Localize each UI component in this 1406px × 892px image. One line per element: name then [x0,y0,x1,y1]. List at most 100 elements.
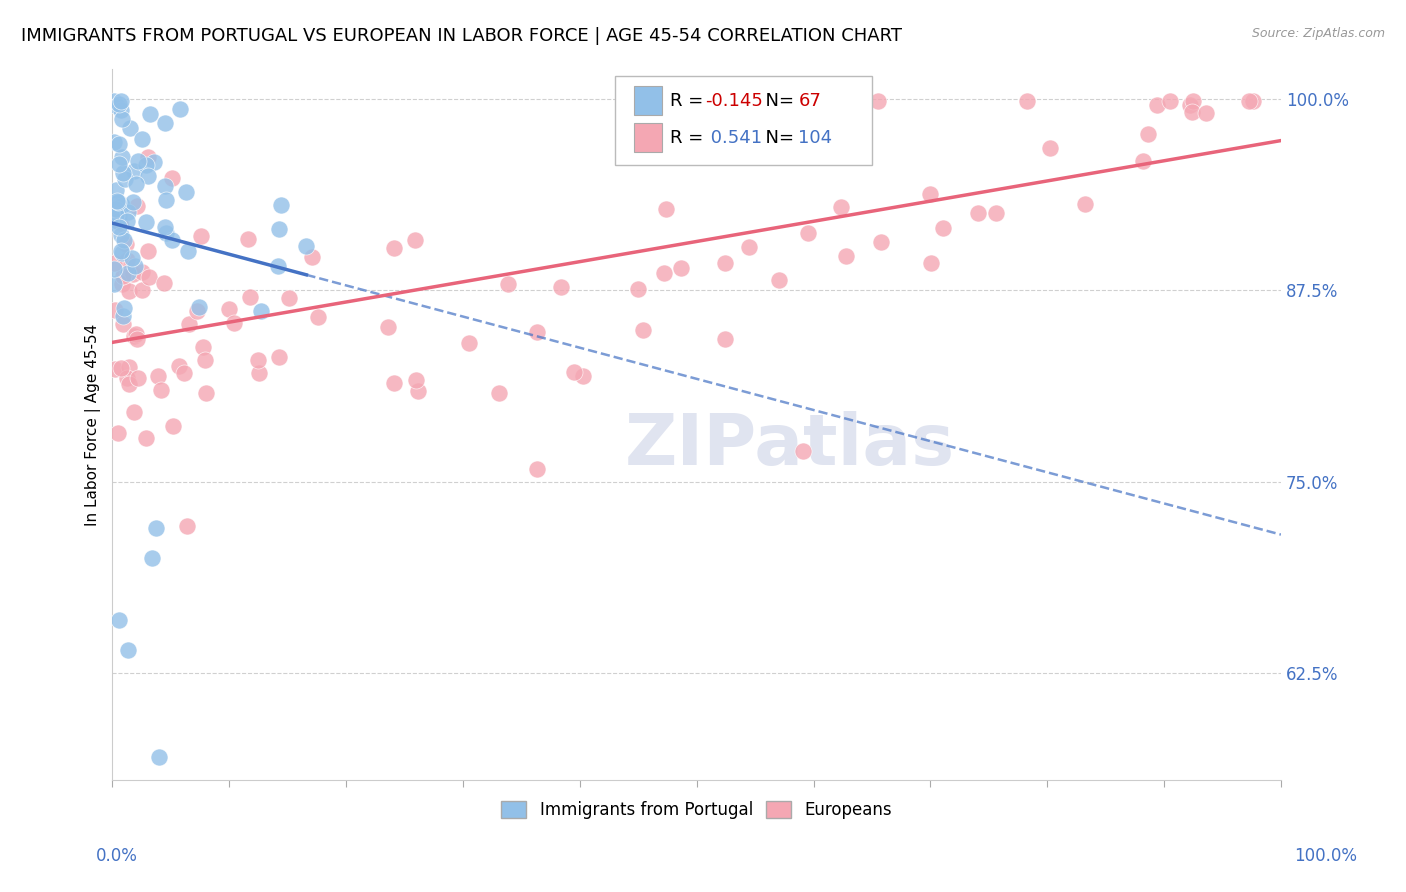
Point [138,269,160,284]
Point [118,359,141,374]
Point [405,373,427,387]
Point [714,255,737,269]
Point [110,103,132,118]
Point [122,405,145,419]
Point [110,94,132,108]
Point [797,226,820,240]
Point [105,202,128,216]
Point [103,202,125,217]
Point [110,151,132,165]
Point [488,386,510,401]
Point [105,98,128,112]
Point [104,208,127,222]
Point [1241,94,1264,108]
Text: N=: N= [754,92,800,110]
Text: Source: ZipAtlas.com: Source: ZipAtlas.com [1251,27,1385,40]
Point [149,383,172,397]
Point [792,443,814,458]
Point [218,302,240,317]
Point [103,277,125,292]
Point [190,228,212,243]
Point [153,220,176,235]
Point [108,209,131,223]
Point [834,249,856,263]
Point [984,206,1007,220]
Point [152,276,174,290]
Point [167,359,190,374]
Point [572,368,595,383]
Point [138,244,160,259]
Point [108,97,131,112]
Point [247,366,270,380]
Point [108,216,131,230]
Point [107,137,129,152]
Point [1237,94,1260,108]
Point [155,115,177,129]
Point [124,326,146,341]
Point [267,259,290,273]
Point [141,551,163,566]
Point [652,267,675,281]
Point [118,376,141,391]
Point [1074,196,1097,211]
Point [869,235,891,249]
Point [655,202,678,216]
Point [174,186,197,200]
Point [830,200,852,214]
Point [301,250,323,264]
Point [562,365,585,379]
FancyBboxPatch shape [634,87,662,115]
Point [125,332,148,346]
Point [139,107,162,121]
Point [550,279,572,293]
Point [496,277,519,291]
Point [270,198,292,212]
Point [111,112,134,127]
Point [105,194,128,208]
Text: -0.145: -0.145 [704,92,762,110]
Point [1195,106,1218,120]
Point [124,260,146,274]
Point [186,304,208,318]
Point [382,376,405,391]
Point [127,154,149,169]
Point [122,195,145,210]
Point [111,317,134,331]
Point [222,317,245,331]
Point [103,261,125,276]
Point [117,205,139,219]
Point [104,183,127,197]
Point [104,303,127,318]
Point [131,283,153,297]
Text: IMMIGRANTS FROM PORTUGAL VS EUROPEAN IN LABOR FORCE | AGE 45-54 CORRELATION CHAR: IMMIGRANTS FROM PORTUGAL VS EUROPEAN IN … [21,27,903,45]
Point [135,431,157,445]
Point [103,94,125,108]
Point [1182,94,1205,108]
Point [162,419,184,434]
FancyBboxPatch shape [614,76,872,165]
Point [148,750,170,764]
Point [162,233,184,247]
Text: R =: R = [669,128,709,146]
Point [121,251,143,265]
Point [526,325,548,339]
Point [967,206,990,220]
Point [179,317,201,331]
Point [145,521,167,535]
Point [112,309,135,323]
Point [127,370,149,384]
Point [188,300,211,314]
Point [111,246,134,260]
Point [110,361,132,376]
Point [120,120,142,135]
Point [131,265,153,279]
Point [131,132,153,146]
Point [107,195,129,210]
Point [1039,141,1062,155]
Point [920,187,942,202]
Point [458,336,481,351]
Point [110,197,132,211]
Point [125,177,148,191]
Point [250,303,273,318]
Text: 100.0%: 100.0% [1294,847,1357,865]
